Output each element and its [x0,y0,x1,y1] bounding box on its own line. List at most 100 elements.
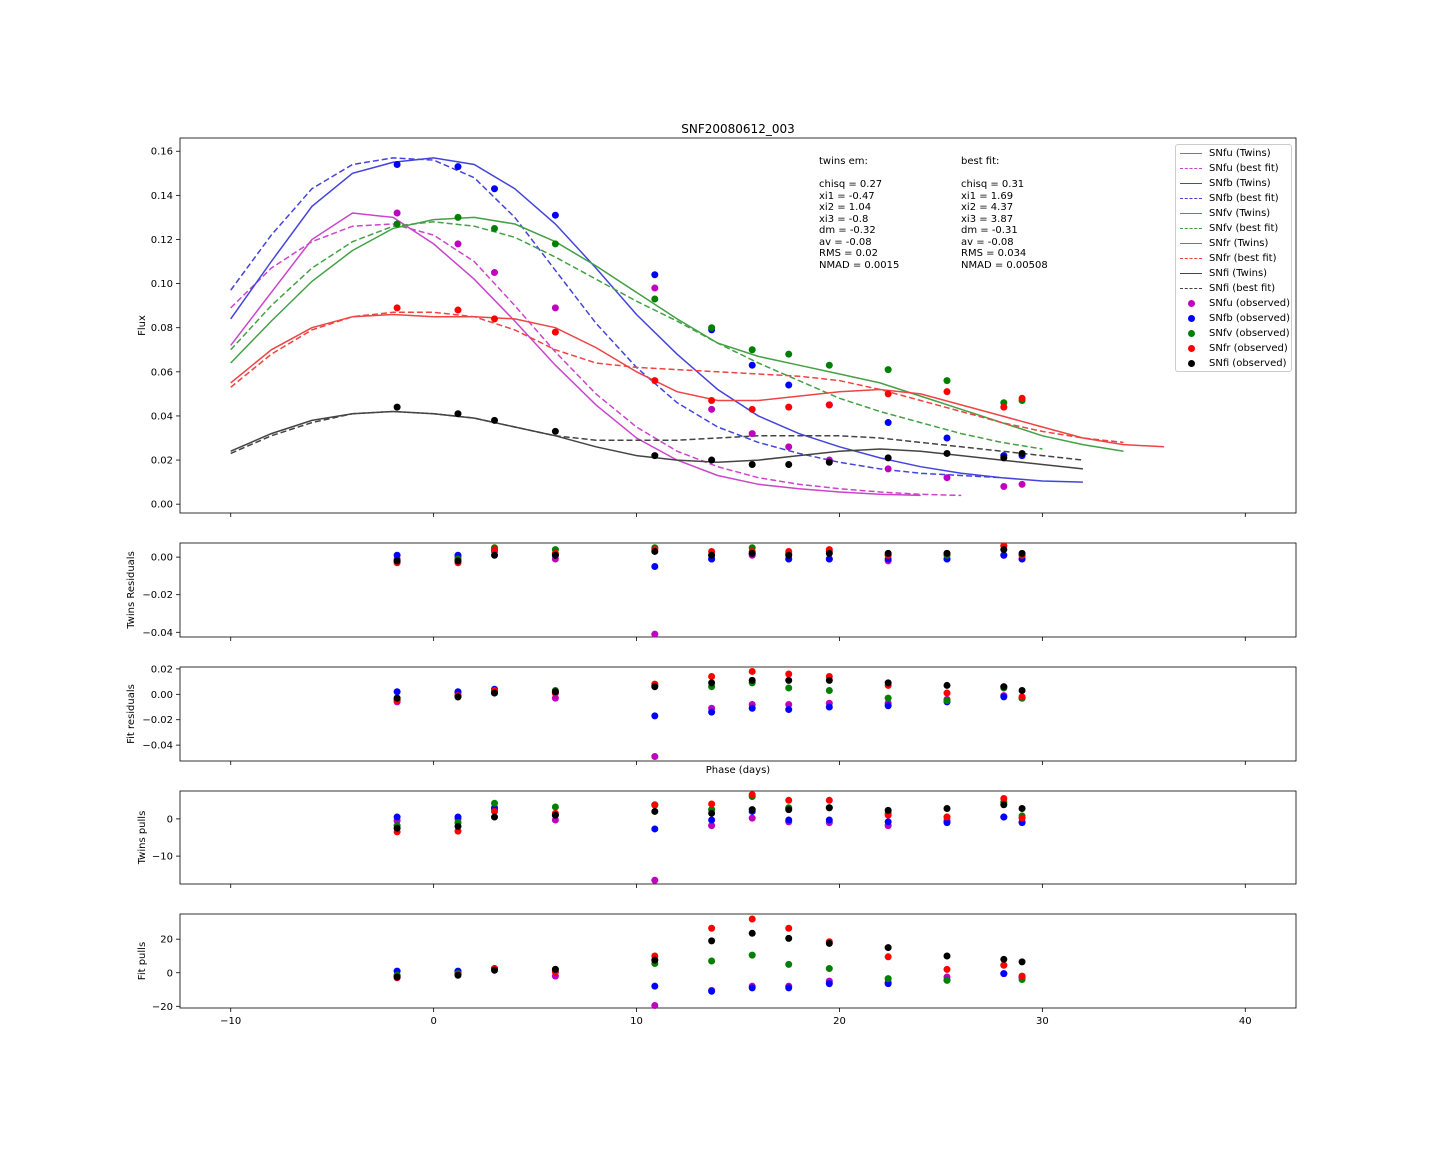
twins-pulls-snfb-point [708,816,716,824]
fit-pulls-snfb-point [708,987,716,995]
fit-residuals-snfi-point [454,693,462,701]
y-tick-label: 20 [160,935,173,946]
snfu-twins-curve [230,212,921,497]
y-tick-label: 0 [167,968,173,979]
legend-item: SNfi (Twins) [1180,266,1267,280]
legend-item: SNfv (Twins) [1180,206,1270,220]
fit-residuals-snfr-point [785,670,793,678]
y-tick-label: 0.12 [151,235,173,246]
twins-pulls-snfr-point [1000,794,1008,802]
legend-marker [1187,344,1195,352]
fit-pulls-snfr-point [943,965,951,973]
twins-pulls-y-label: Twins pulls [137,811,148,866]
y-tick-label: 0 [167,814,173,825]
snfu-observed-point [1018,480,1026,488]
legend-swatch [1180,313,1202,323]
legend-item: SNfr (Twins) [1180,236,1268,250]
fit-residuals-snfi-point [825,676,833,684]
twins-residuals-snfi-point [651,547,659,555]
y-tick-label: −10 [152,852,173,863]
snfr-observed-point [1000,403,1008,411]
twins-pulls-snfb-point [454,813,462,821]
snfu-observed-point [393,209,401,217]
snfi-observed-point [943,449,951,457]
snfr-observed-point [491,315,499,323]
snfr-observed-point [651,377,659,385]
twins-residuals-snfr-point [491,546,499,554]
y-tick-label: −0.02 [142,590,173,601]
x-tick-label: 40 [1239,1016,1252,1027]
fit-pulls-snfr-point [708,924,716,932]
legend-marker [1180,257,1202,259]
snfu-observed-point [943,474,951,482]
legend-swatch [1180,163,1202,173]
twins-pulls-frame [179,790,1297,885]
snfv-observed-point [491,224,499,232]
twins-pulls-snfi-point [943,804,951,812]
fit-residuals-snfi-point [1018,687,1026,694]
fit-pulls-snfi-point [454,971,462,979]
legend-label: SNfi (observed) [1209,357,1287,369]
legend-swatch [1180,328,1202,338]
twins-residuals-snfi-point [785,551,793,559]
snfi-bestfit-curve [230,410,1083,461]
legend: SNfu (Twins) SNfu (best fit) SNfb (Twins) S… [1175,144,1292,372]
fit-residuals-snfi-point [393,694,401,702]
twins-pulls-snfi-point [651,807,659,815]
twins-pulls-snfr-point [454,827,462,835]
snfv-observed-point [551,240,559,248]
legend-swatch [1180,238,1202,248]
legend-label: SNfb (Twins) [1209,177,1271,189]
legend-swatch [1180,268,1202,278]
snfi-observed-point [551,427,559,435]
snfv-bestfit-curve [230,221,1043,450]
twins-pulls-snfu-point [651,876,659,884]
twins-residuals-snfi-point [454,557,462,565]
twins-em-annotation: twins em: chisq = 0.27 xi1 = -0.47 xi2 =… [819,156,900,271]
fit-residuals-y-label: Fit residuals [126,684,137,744]
snfi-observed-point [785,460,793,468]
snfi-observed-point [454,410,462,418]
snfu-observed-point [884,465,892,473]
fit-residuals-snfi-point [491,689,499,697]
snfb-observed-point [393,160,401,168]
fit-residuals-snfu-point [651,753,659,761]
fit-pulls-snfb-point [748,984,756,992]
legend-marker [1180,227,1202,229]
y-tick-label: 0.00 [151,500,173,511]
fit-pulls-panel: 20 0 −20 Fit pulls [137,913,1297,1013]
legend-item: SNfu (Twins) [1180,146,1271,160]
best-fit-annotation: best fit: chisq = 0.31 xi1 = 1.69 xi2 = … [961,156,1048,271]
legend-marker [1187,329,1195,337]
snfb-observed-point [551,211,559,219]
twins-pulls-snfr-point [825,796,833,804]
legend-item: SNfr (best fit) [1180,251,1276,265]
fit-pulls-snfv-point [825,965,833,973]
snfr-observed-point [884,390,892,398]
fit-pulls-snfi-point [651,956,659,964]
twins-residuals-snfi-point [943,549,951,557]
fit-residuals-snfi-point [651,683,659,691]
snfi-observed-point [748,460,756,468]
snfb-observed-point [785,381,793,389]
legend-item: SNfb (observed) [1180,311,1290,325]
twins-pulls-snfr-point [1018,814,1026,822]
fit-residuals-snfr-point [1018,693,1026,701]
legend-label: SNfu (observed) [1209,297,1291,309]
fit-residuals-snfv-point [884,694,892,702]
legend-marker [1187,314,1195,322]
snfb-observed-point [943,434,951,442]
twins-pulls-snfb-point [825,816,833,824]
twins-pulls-snfi-point [708,809,716,817]
twins-pulls-snfi-point [551,811,559,819]
fit-residuals-snfu-point [785,700,793,708]
legend-swatch [1180,298,1202,308]
y-tick-label: 0.00 [151,690,173,701]
fit-pulls-snfi-point [1000,955,1008,963]
snfi-observed-point [708,456,716,464]
legend-swatch [1180,223,1202,233]
legend-item: SNfv (observed) [1180,326,1290,340]
fit-pulls-snfi-point [393,973,401,981]
fit-residuals-snfr-point [708,673,716,681]
